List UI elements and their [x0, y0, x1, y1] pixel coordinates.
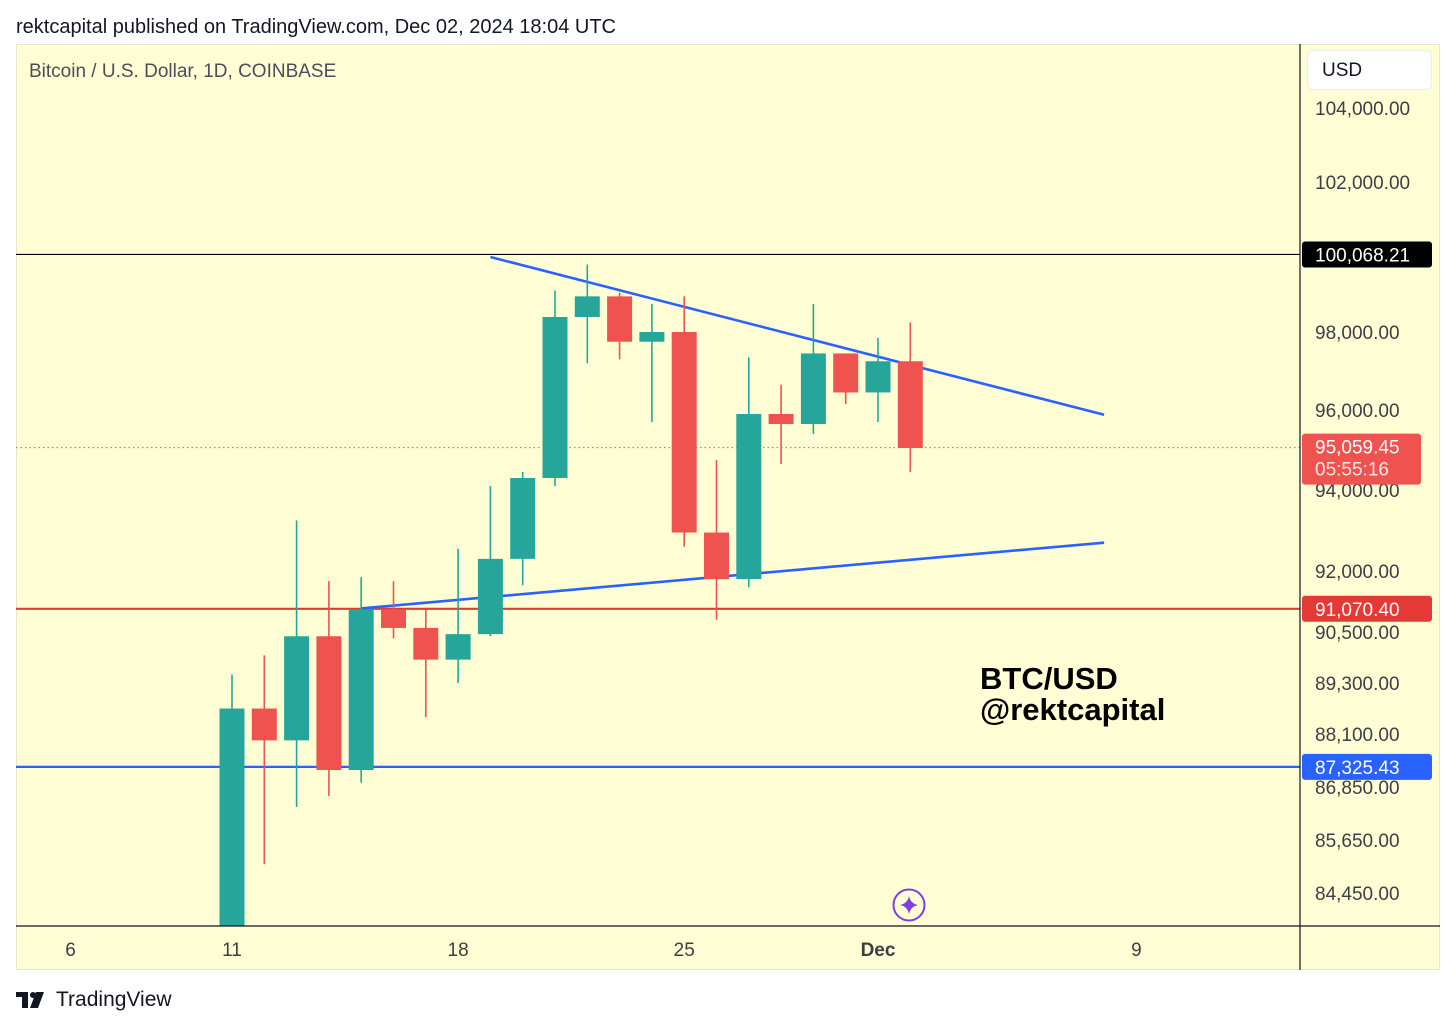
candle-body [865, 361, 891, 393]
candle-2024-12-02 [897, 322, 923, 472]
price-labels: 100,068.21 91,070.40 87,325.43 95,059.4505:… [1302, 241, 1432, 780]
candle-2024-11-28 [768, 384, 794, 464]
level-price-tag-1: 91,070.40 [1302, 595, 1432, 622]
candle-body [219, 708, 245, 926]
price-tag-text: 87,325.43 [1315, 758, 1400, 779]
time-tick-label: 11 [222, 940, 242, 961]
candle-2024-11-21 [542, 290, 568, 486]
candle-2024-11-11 [219, 674, 245, 926]
candle-body [671, 332, 697, 533]
candle-2024-11-17 [413, 609, 439, 717]
candle-body [574, 296, 600, 317]
time-tick-label: 9 [1131, 940, 1142, 961]
candle-body [413, 627, 439, 660]
candle-body [284, 636, 310, 741]
price-axis: 104,000.00 102,000.00 98,000.00 96,000.00 94… [1315, 99, 1410, 905]
chart-area[interactable] [16, 44, 1440, 970]
candle-body [897, 361, 923, 448]
last-price-bg [1302, 433, 1421, 485]
tradingview-logo[interactable]: TradingView [16, 985, 172, 1015]
candle-2024-11-18 [445, 548, 471, 683]
trendlines [361, 255, 1105, 610]
candle-2024-11-27 [736, 357, 762, 588]
candle-body [704, 532, 729, 580]
last-price-value: 95,059.45 [1315, 438, 1400, 459]
time-tick-label: 25 [674, 940, 695, 961]
candle-body [639, 332, 665, 342]
watermark-handle: @rektcapital [980, 692, 1165, 727]
price-tick-label: 89,300.00 [1315, 674, 1400, 695]
price-tick-label: 92,000.00 [1315, 562, 1400, 583]
tradingview-mark-icon [16, 992, 44, 1008]
candle-body [800, 353, 826, 424]
candle-body [251, 708, 277, 741]
price-tick-label: 102,000.00 [1315, 173, 1410, 194]
candle-body [542, 317, 568, 478]
candles [219, 264, 923, 926]
price-tag-bg [1302, 595, 1432, 622]
candle-body [768, 414, 794, 424]
time-tick-label: 6 [65, 940, 76, 961]
trendline-lower [361, 541, 1105, 610]
candle-2024-11-13 [284, 520, 310, 807]
candle-body [607, 296, 633, 342]
candle-2024-11-14 [316, 581, 342, 796]
candle-2024-11-25 [671, 296, 697, 547]
candle-2024-11-26 [704, 460, 729, 620]
price-tag-text: 100,068.21 [1315, 245, 1410, 266]
time-tick-label: Dec [861, 940, 896, 961]
candle-2024-11-20 [510, 472, 536, 586]
symbol-title: Bitcoin / U.S. Dollar, 1D, COINBASE [29, 61, 337, 82]
candle-body [510, 478, 536, 559]
publish-info: rektcapital published on TradingView.com… [16, 16, 616, 38]
sparkle-icon[interactable] [892, 888, 926, 922]
candle-body [316, 636, 342, 771]
price-tick-label: 85,650.00 [1315, 831, 1400, 852]
candle-body [348, 609, 374, 771]
candle-2024-11-24 [639, 303, 665, 422]
price-tag-text: 91,070.40 [1315, 600, 1400, 621]
bar-countdown: 05:55:16 [1315, 460, 1389, 481]
price-tick-label: 96,000.00 [1315, 401, 1400, 422]
candle-2024-11-19 [477, 486, 503, 637]
candle-2024-12-01 [865, 337, 891, 422]
time-tick-label: 18 [448, 940, 469, 961]
watermark-pair: BTC/USD [980, 661, 1118, 696]
price-tag-bg [1302, 753, 1432, 780]
candle-2024-11-29 [800, 303, 826, 434]
candle-2024-11-16 [381, 581, 406, 639]
brand-name: TradingView [56, 988, 172, 1011]
candle-2024-11-22 [574, 264, 600, 364]
price-tick-label: 94,000.00 [1315, 481, 1400, 502]
candle-body [736, 414, 762, 580]
candle-2024-11-23 [607, 292, 633, 360]
level-price-tag-2: 87,325.43 [1302, 753, 1432, 780]
price-tick-label: 104,000.00 [1315, 99, 1410, 120]
candle-2024-11-30 [833, 353, 859, 405]
currency-selector[interactable]: USD [1307, 50, 1432, 90]
candle-2024-11-15 [348, 577, 374, 783]
time-axis: 6 11 18 25 Dec 9 [65, 940, 1141, 961]
candle-body [381, 609, 406, 628]
price-tick-label: 88,100.00 [1315, 725, 1400, 746]
candle-2024-11-12 [251, 655, 277, 865]
trendline-upper [490, 255, 1105, 417]
price-tag-bg [1302, 241, 1432, 268]
price-tick-label: 86,850.00 [1315, 778, 1400, 799]
price-tick-label: 90,500.00 [1315, 623, 1400, 644]
price-tick-label: 98,000.00 [1315, 323, 1400, 344]
price-tick-label: 84,450.00 [1315, 884, 1400, 905]
candle-body [833, 353, 859, 393]
candle-body [445, 634, 471, 660]
candle-body [477, 558, 503, 635]
level-price-tag-0: 100,068.21 [1302, 241, 1432, 268]
